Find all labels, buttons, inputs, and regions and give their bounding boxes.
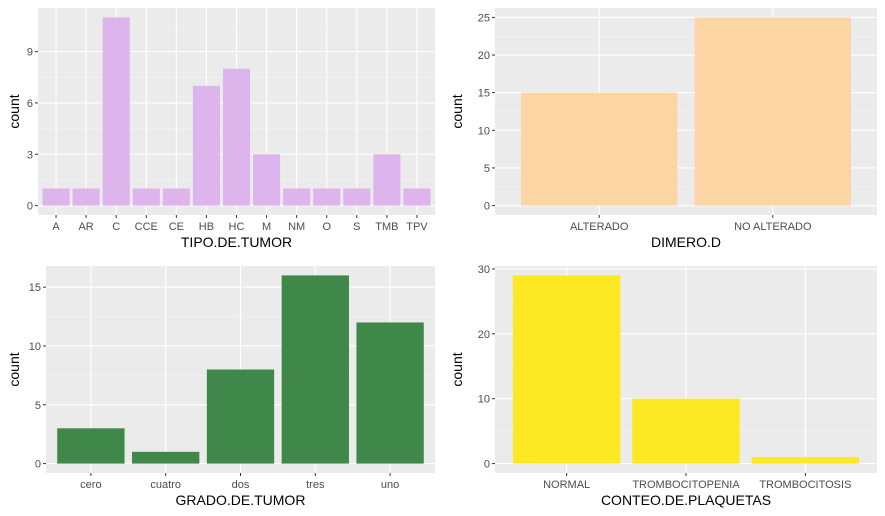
y-tick-label: 0 [484,459,490,471]
chart-tipo-de-tumor: 0 3 6 9 A AR C CCE CE HB HC M NM O S TMB TPV TIPO.DE.TUMO… [6,8,435,250]
y-axis-title: count [449,352,465,386]
x-tick-label-trombocitopenia: TROMBOCITOPENIA [632,479,740,491]
chart-grado-de-tumor: 0 5 10 15 cero cuatro dos tres uno GRADO.DE.TUMOR… [6,266,435,508]
bar-trombocitopenia [632,398,740,464]
y-tick-label: 0 [484,201,490,213]
bar-c [102,17,130,206]
bar-ar [72,188,100,206]
bar-no-alterado [694,17,851,206]
bar-nm [283,188,311,206]
y-tick-label: 20 [478,329,490,341]
bar-hc [222,68,251,206]
y-tick-label: 10 [29,341,41,353]
y-tick-label: 20 [478,50,490,62]
x-tick-label-a: A [52,221,60,233]
y-tick-label: 5 [35,400,41,412]
y-tick-label: 15 [478,88,490,100]
y-tick-label: 0 [27,201,33,213]
x-tick-label-ce: CE [169,221,184,233]
y-tick-label: 5 [484,163,490,175]
bar-cero [57,428,125,464]
y-tick-label: 30 [478,264,490,276]
bar-a [42,188,70,206]
x-axis-title: DIMERO.D [651,234,721,250]
bar-tpv [403,188,431,206]
y-tick-label: 6 [27,98,33,110]
y-axis-title: count [6,94,22,128]
y-axis-title: count [449,94,465,128]
x-tick-label-s: S [353,221,360,233]
y-tick-label: 10 [478,125,490,137]
bar-s [343,188,371,206]
y-tick-label: 25 [478,12,490,24]
x-tick-label-m: M [262,221,271,233]
x-tick-label-ar: AR [78,221,93,233]
bar-normal [512,275,621,464]
x-tick-label-dos: dos [232,479,250,491]
x-tick-label-uno: uno [381,479,399,491]
x-tick-label-cce: CCE [135,221,158,233]
x-tick-label-tres: tres [306,479,325,491]
y-tick-label: 3 [27,149,33,161]
bar-tmb [373,154,401,206]
x-tick-label-tmb: TMB [375,221,398,233]
y-tick-label: 9 [27,47,33,59]
x-tick-label-c: C [112,221,120,233]
bar-o [313,188,341,206]
x-tick-label-cero: cero [80,479,101,491]
x-tick-label-alterado: ALTERADO [570,221,629,233]
bar-trombocitosis [751,457,860,464]
bar-m [253,154,281,206]
bar-tres [281,275,349,464]
bar-cce [132,188,160,206]
bar-dos [206,369,275,464]
x-tick-label-tpv: TPV [406,221,428,233]
bar-ce [162,188,190,206]
chart-conteo-de-plaquetas: 0 10 20 30 NORMAL TROMBOCITOPENIA TROMBOCITOSI… [449,264,877,508]
x-tick-label-o: O [322,221,331,233]
x-tick-label-hb: HB [199,221,214,233]
y-tick-label: 10 [478,394,490,406]
bar-cuatro [132,451,200,464]
x-tick-label-normal: NORMAL [543,479,590,491]
x-axis-title: TIPO.DE.TUMOR [181,234,292,250]
chart-dimero-d: 0 5 10 15 20 25 ALTERADO NO ALTERADO DIMERO.D cou… [449,8,877,250]
x-axis-title: GRADO.DE.TUMOR [176,492,306,508]
x-tick-label-nm: NM [288,221,305,233]
x-tick-label-hc: HC [229,221,245,233]
bar-alterado [521,92,678,206]
y-tick-label: 15 [29,282,41,294]
x-axis-title: CONTEO.DE.PLAQUETAS [601,492,771,508]
y-axis-title: count [6,352,22,386]
x-tick-label-no-alterado: NO ALTERADO [734,221,812,233]
bar-uno [356,322,424,464]
bar-hb [192,85,220,206]
x-tick-label-cuatro: cuatro [150,479,181,491]
x-tick-label-trombocitosis: TROMBOCITOSIS [759,479,851,491]
y-tick-label: 0 [35,459,41,471]
